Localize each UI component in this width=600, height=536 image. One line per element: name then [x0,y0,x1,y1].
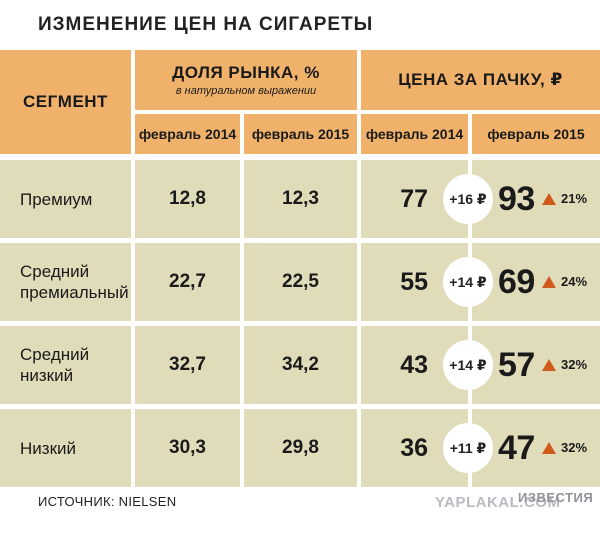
price-header: ЦЕНА ЗА ПАЧКУ, ₽ [361,50,600,110]
segment-name: Премиум [0,160,131,238]
period-header: февраль 2015 [244,114,357,154]
market-share-header: ДОЛЯ РЫНКА, % в натуральном выражении [135,50,357,110]
publisher-logo: ИЗВЕСТИЯ [518,490,594,505]
price-2015: 69 [498,262,535,301]
percent-change: 24% [542,274,587,289]
page-title: ИЗМЕНЕНИЕ ЦЕН НА СИГАРЕТЫ [38,14,374,35]
price-2015: 93 [498,179,535,218]
price-2015-cell: 47 [472,409,600,487]
price-2014: 43 [361,326,468,404]
period-header: февраль 2014 [135,114,240,154]
source-note: ИСТОЧНИК: NIELSEN [38,494,177,509]
segment-name: Низкий [0,409,131,487]
segment-name: Средний премиальный [0,243,131,321]
up-triangle-icon [542,192,556,205]
percent-value: 24% [561,274,588,289]
price-2015-cell: 69 [472,243,600,321]
share-2015: 12,3 [244,160,357,238]
segment-name: Средний низкий [0,326,131,404]
share-2015: 22,5 [244,243,357,321]
percent-value: 32% [561,440,588,455]
share-2015: 29,8 [244,409,357,487]
percent-change: 32% [542,440,587,455]
price-2015-cell: 93 [472,160,600,238]
share-2014: 32,7 [135,326,240,404]
period-header: февраль 2014 [361,114,468,154]
percent-value: 21% [561,191,588,206]
share-2014: 22,7 [135,243,240,321]
price-increase-badge: +11 ₽ [443,423,493,473]
share-2014: 30,3 [135,409,240,487]
market-share-title: ДОЛЯ РЫНКА, % [172,63,320,82]
price-increase-badge: +14 ₽ [443,257,493,307]
up-triangle-icon [542,358,556,371]
segment-header: СЕГМЕНТ [0,50,131,154]
percent-change: 32% [542,357,587,372]
up-triangle-icon [542,275,556,288]
percent-value: 32% [561,357,588,372]
market-share-subtitle: в натуральном выражении [175,85,317,97]
watermark: YAPLAKAL.COM [435,494,561,511]
up-triangle-icon [542,441,556,454]
percent-change: 21% [542,191,587,206]
price-2015: 47 [498,428,535,467]
price-2015: 57 [498,345,535,384]
share-2015: 34,2 [244,326,357,404]
period-header: февраль 2015 [472,114,600,154]
price-2015-cell: 57 [472,326,600,404]
price-increase-badge: +16 ₽ [443,174,493,224]
share-2014: 12,8 [135,160,240,238]
price-increase-badge: +14 ₽ [443,340,493,390]
